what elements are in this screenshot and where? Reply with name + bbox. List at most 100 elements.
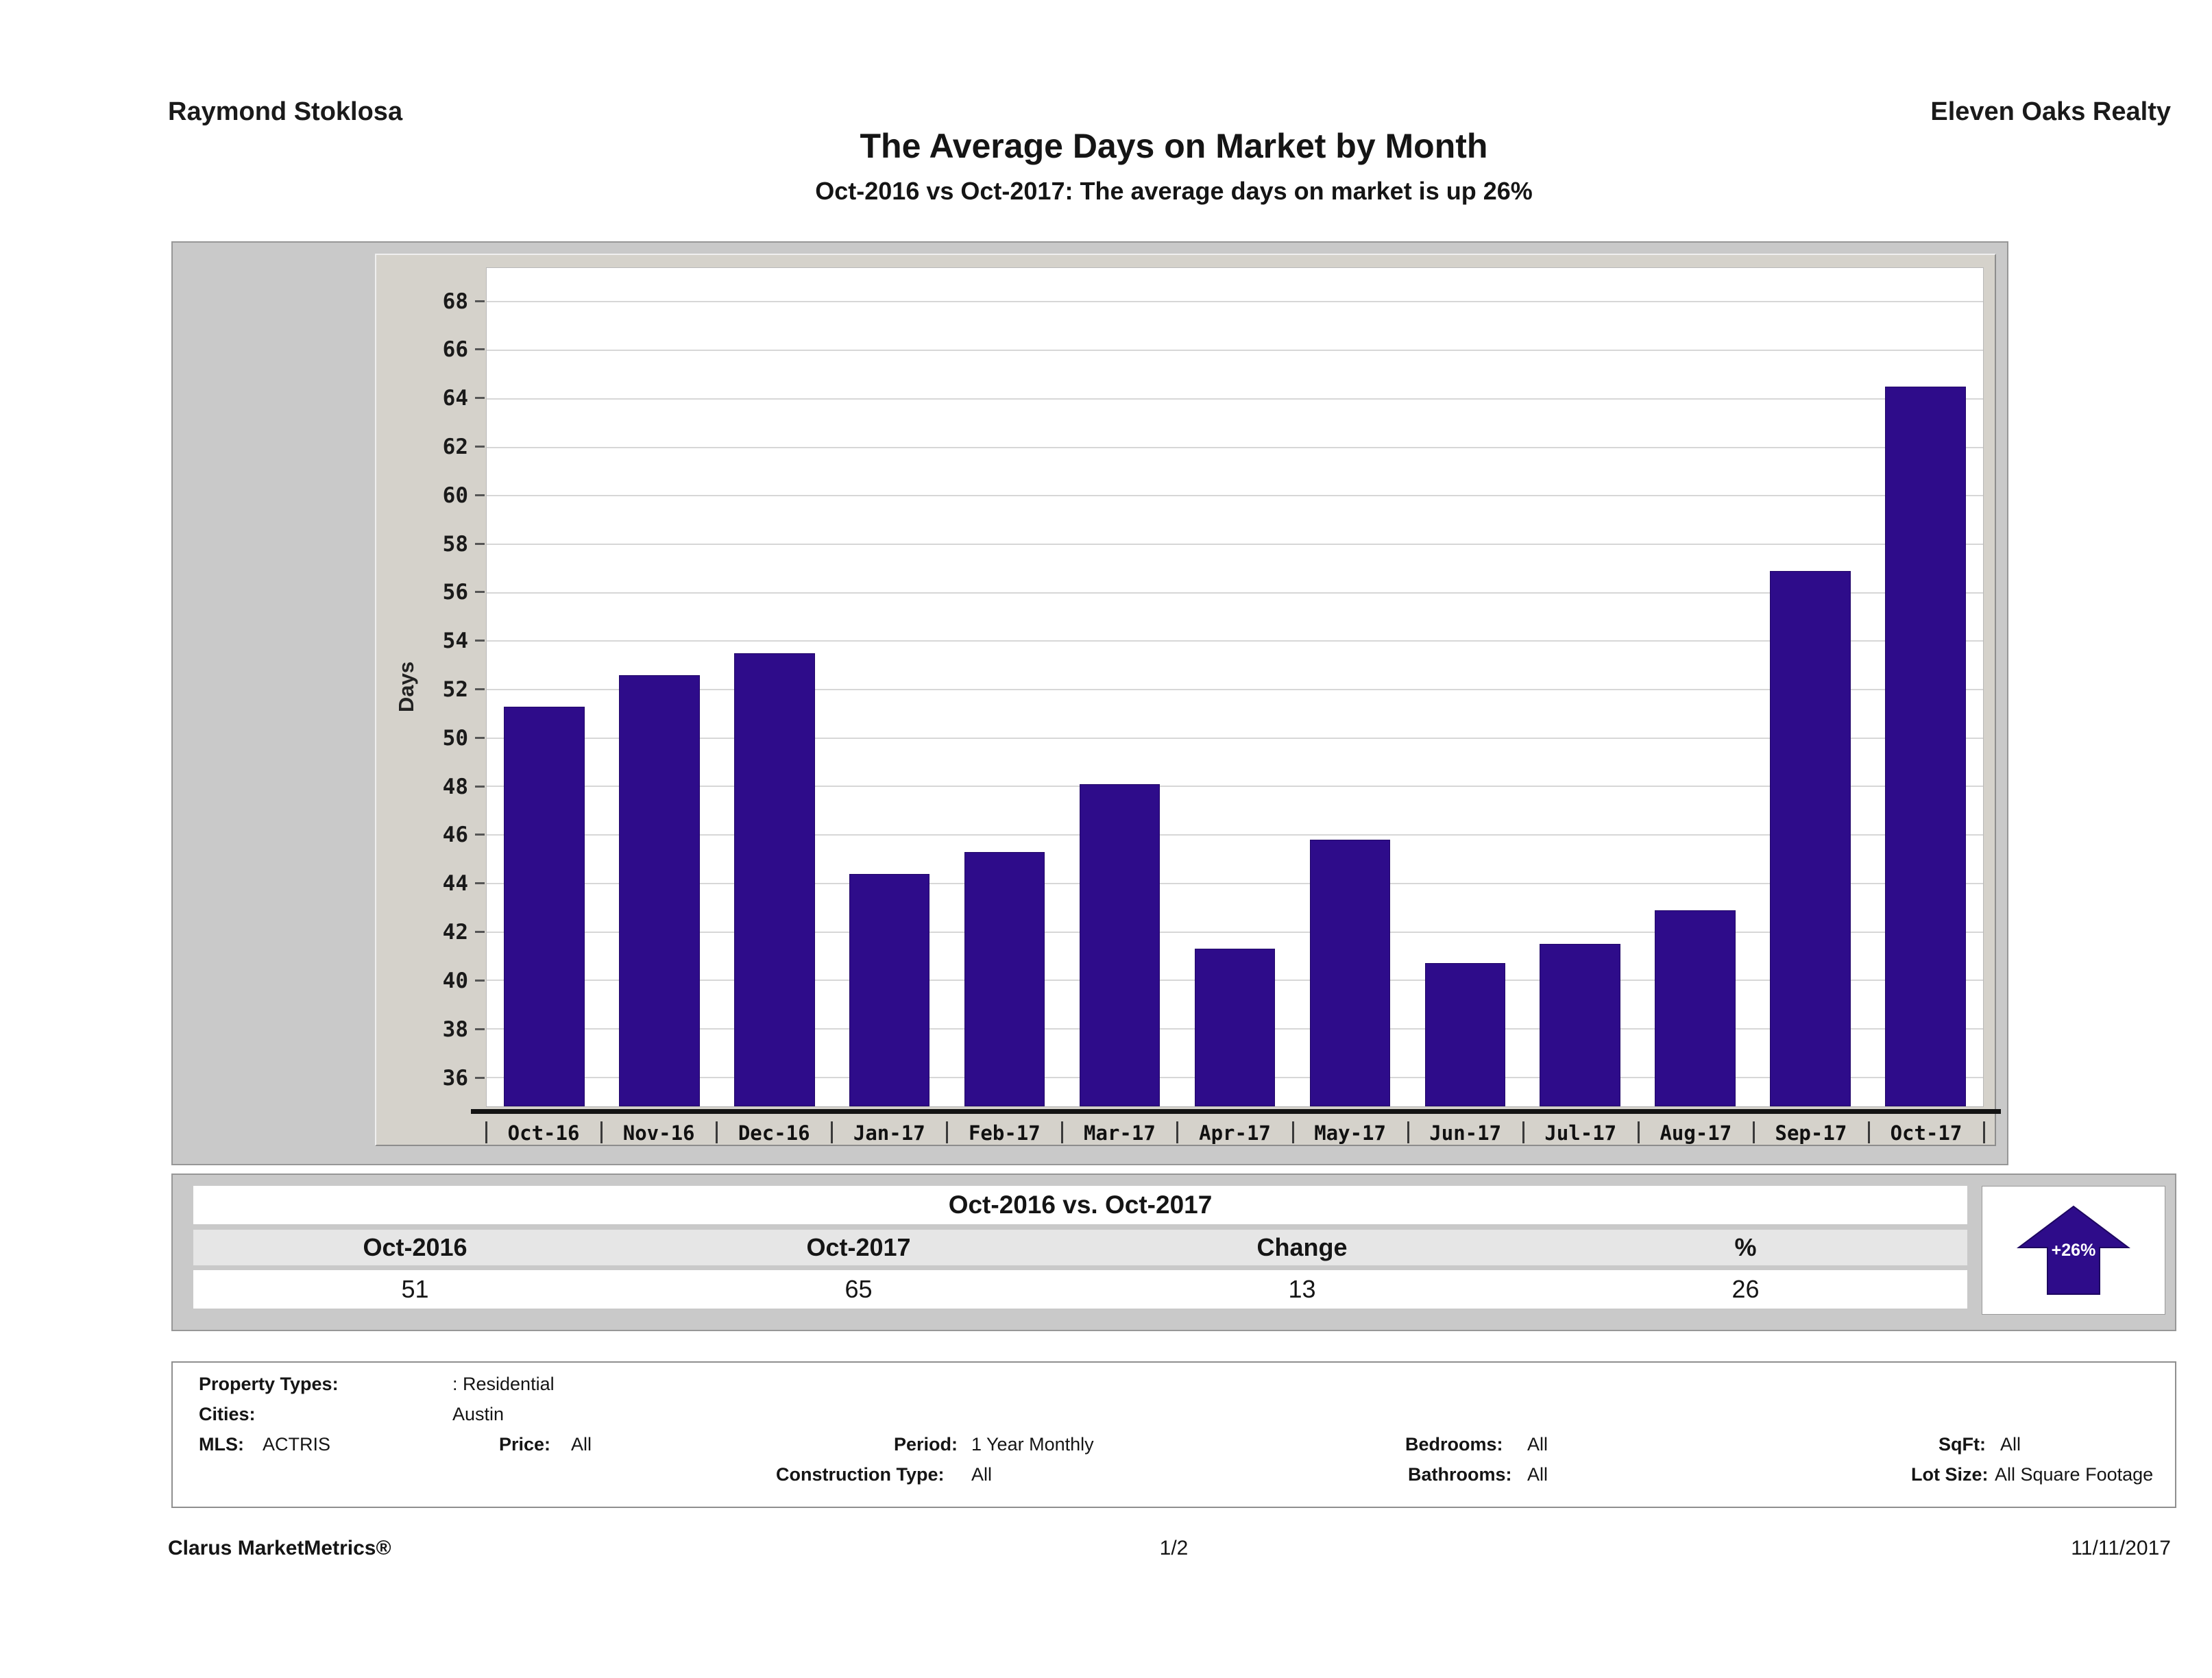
y-tick-mark — [475, 300, 485, 302]
cities-value: Austin — [452, 1404, 505, 1424]
bar-slot — [717, 268, 832, 1106]
y-tick-label: 52 — [442, 677, 468, 703]
bar-slot — [1178, 268, 1293, 1106]
x-axis-label: Jan-17 — [831, 1120, 947, 1147]
y-tick-mark — [475, 834, 485, 836]
lot-size-label: Lot Size: — [1911, 1464, 1989, 1485]
report-subtitle: Oct-2016 vs Oct-2017: The average days o… — [815, 177, 1533, 205]
y-tick-label: 58 — [442, 531, 468, 557]
y-axis-tick-labels: 36 38 40 42 44 46 48 50 52 54 56 58 60 62 64 66 68 — [379, 267, 486, 1107]
y-tick-label: 48 — [442, 774, 468, 799]
y-tick-mark — [475, 736, 485, 739]
price-label: Price: — [499, 1434, 551, 1455]
x-axis-label: Sep-17 — [1752, 1120, 1869, 1147]
cities-label: Cities: — [199, 1404, 256, 1424]
y-tick-mark — [475, 591, 485, 594]
bars-layer — [487, 268, 1983, 1106]
bar-apr-17 — [1194, 949, 1276, 1106]
bar-slot — [1407, 268, 1522, 1106]
gridline — [487, 495, 1983, 497]
bar-slot — [1638, 268, 1753, 1106]
y-tick-mark — [475, 1028, 485, 1030]
x-axis-label: Jul-17 — [1522, 1120, 1638, 1147]
y-tick-label: 36 — [442, 1065, 468, 1091]
y-tick-mark — [475, 446, 485, 448]
y-tick-mark — [475, 542, 485, 545]
y-tick-label: 44 — [442, 871, 468, 897]
gridline — [487, 592, 1983, 594]
gridline — [487, 882, 1983, 884]
y-tick-mark — [475, 979, 485, 982]
y-tick-label: 68 — [442, 289, 468, 314]
construction-type-value: All — [971, 1464, 993, 1485]
up-arrow-shape — [2017, 1205, 2130, 1295]
y-tick-label: 38 — [442, 1017, 468, 1042]
column-header-oct-2017: Oct-2017 — [806, 1233, 911, 1261]
y-tick-label: 66 — [442, 337, 468, 363]
period-label: Period: — [894, 1434, 958, 1455]
x-axis-label: Dec-16 — [716, 1120, 831, 1147]
bar-slot — [1753, 268, 1868, 1106]
bar-oct-16 — [504, 706, 585, 1106]
chart-container: Days 36 38 40 42 44 46 48 50 52 54 56 58 60 62 64 66 68 … — [171, 241, 2008, 1165]
bar-slot — [1062, 268, 1178, 1106]
period-value: 1 Year Monthly — [971, 1434, 1094, 1455]
x-axis-label: Oct-16 — [485, 1120, 601, 1147]
y-tick-mark — [475, 688, 485, 691]
bedrooms-label: Bedrooms: — [1405, 1434, 1503, 1455]
x-axis-line — [471, 1109, 2001, 1114]
y-tick-label: 60 — [442, 483, 468, 508]
construction-type-label: Construction Type: — [776, 1464, 945, 1485]
x-axis-label: Feb-17 — [946, 1120, 1062, 1147]
sqft-label: SqFt: — [1938, 1434, 1986, 1455]
x-axis-labels: Oct-16 Nov-16 Dec-16 Jan-17 Feb-17 Mar-17 Apr-… — [485, 1120, 1985, 1147]
y-tick-label: 62 — [442, 435, 468, 459]
value-percent: 26 — [1731, 1275, 1760, 1303]
bar-oct-17 — [1885, 387, 1966, 1106]
gridline — [487, 301, 1983, 303]
column-header-change: Change — [1256, 1233, 1348, 1261]
gridline — [487, 689, 1983, 691]
brokerage-name: Eleven Oaks Realty — [1930, 97, 2171, 126]
bar-slot — [602, 268, 717, 1106]
gridline — [487, 834, 1983, 836]
footer-date: 11/11/2017 — [2071, 1537, 2171, 1559]
arrow-percent-label: +26% — [2052, 1241, 2096, 1260]
y-tick-mark — [475, 882, 485, 885]
bar-slot — [1292, 268, 1407, 1106]
y-tick-mark — [475, 494, 485, 496]
x-axis-label: May-17 — [1291, 1120, 1408, 1147]
bar-aug-17 — [1655, 910, 1736, 1106]
up-arrow-icon: +26% — [2017, 1205, 2130, 1295]
y-tick-mark — [475, 785, 485, 788]
property-types-label: Property Types: — [199, 1374, 339, 1394]
comparison-table-section: Oct-2016 vs. Oct-2017 Oct-2016 Oct-2017 … — [171, 1174, 2176, 1331]
x-axis-label: Nov-16 — [600, 1120, 716, 1147]
trend-arrow-box: +26% — [1982, 1186, 2165, 1315]
agent-name: Raymond Stoklosa — [168, 97, 403, 126]
comparison-table-title: Oct-2016 vs. Oct-2017 — [193, 1186, 1967, 1224]
y-tick-mark — [475, 397, 485, 400]
y-tick-mark — [475, 348, 485, 351]
x-axis-label: Jun-17 — [1407, 1120, 1523, 1147]
gridline — [487, 640, 1983, 642]
criteria-box: Property Types: : Residential Cities: Au… — [171, 1361, 2176, 1508]
gridline — [487, 737, 1983, 739]
gridline — [487, 543, 1983, 545]
sqft-value: All — [2000, 1434, 2021, 1455]
bar-sep-17 — [1770, 570, 1851, 1106]
y-tick-label: 46 — [442, 823, 468, 848]
bar-may-17 — [1309, 840, 1391, 1106]
y-tick-mark — [475, 1076, 485, 1079]
price-value: All — [571, 1434, 592, 1455]
gridline — [487, 446, 1983, 448]
bar-slot — [947, 268, 1062, 1106]
gridline — [487, 931, 1983, 933]
y-tick-label: 42 — [442, 920, 468, 945]
bathrooms-value: All — [1527, 1464, 1548, 1485]
value-oct-2016: 51 — [401, 1275, 429, 1303]
value-oct-2017: 65 — [844, 1275, 873, 1303]
value-change: 13 — [1288, 1275, 1316, 1303]
bedrooms-value: All — [1527, 1434, 1548, 1455]
